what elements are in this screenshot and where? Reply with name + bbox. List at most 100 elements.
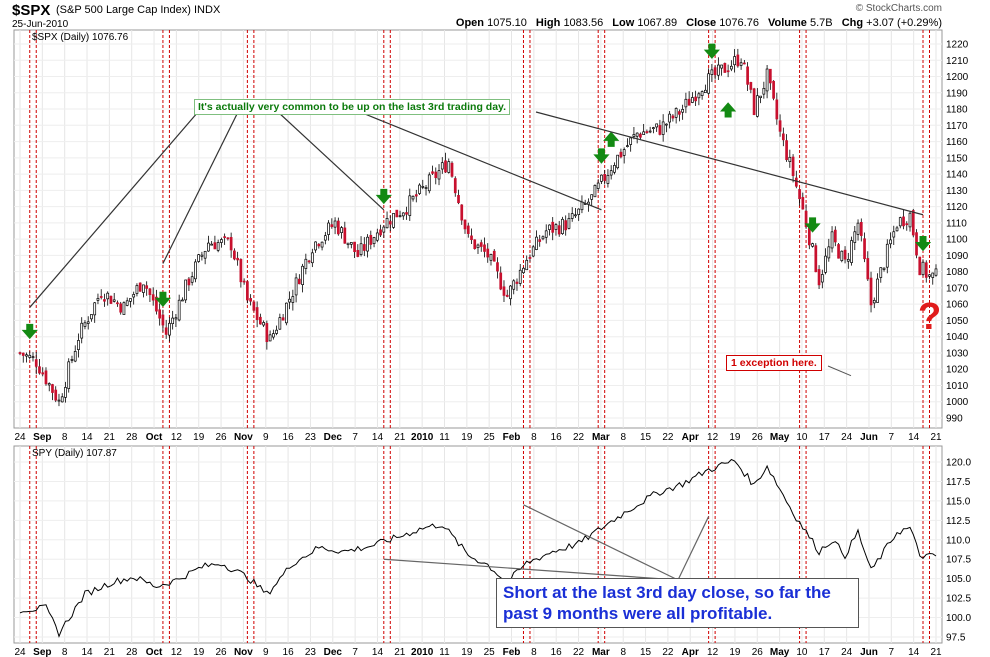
candle-body — [522, 267, 525, 274]
candle-body — [145, 285, 149, 289]
candle-body — [759, 95, 762, 98]
candle-body — [34, 359, 38, 367]
x-tick-label: 28 — [126, 647, 138, 657]
candle-body — [395, 209, 399, 218]
candle-body — [330, 224, 334, 228]
symbol-name: (S&P 500 Large Cap Index) INDX — [56, 4, 221, 16]
green-down-arrow — [914, 236, 932, 252]
candle-body — [285, 302, 288, 324]
candle-body — [665, 123, 668, 126]
candle-body — [840, 250, 844, 261]
x-tick-label: Dec — [324, 647, 343, 657]
x-tick-label: Feb — [503, 432, 521, 443]
candle-body — [674, 108, 678, 118]
y-tick-label: 1020 — [946, 365, 969, 376]
y-tick-label: 1210 — [946, 56, 969, 67]
high-label: High — [535, 17, 561, 29]
x-tick-label: 25 — [484, 432, 496, 443]
x-tick-label: Nov — [234, 647, 253, 657]
candle-body — [132, 294, 136, 298]
candle-body — [460, 204, 464, 221]
candle-body — [768, 68, 772, 84]
close-value: 1076.76 — [719, 17, 759, 29]
x-tick-label: 9 — [263, 647, 269, 657]
candle-body — [590, 194, 594, 200]
candle-body — [554, 224, 558, 230]
candle-body — [794, 177, 798, 187]
x-tick-label: 19 — [193, 432, 205, 443]
green-up-arrow — [603, 131, 620, 147]
candle-body — [853, 231, 857, 243]
candle-body — [548, 224, 551, 230]
x-tick-label: Jun — [860, 432, 878, 443]
candle-body — [129, 298, 132, 302]
spy-legend: SPY (Daily) 107.87 — [32, 448, 117, 459]
candle-body — [895, 227, 899, 232]
x-tick-label: Apr — [682, 432, 699, 443]
candle-body — [801, 197, 805, 210]
candle-body — [635, 132, 639, 137]
candle-body — [135, 285, 139, 294]
candle-body — [392, 213, 395, 228]
y-tick-label: 1080 — [946, 267, 969, 278]
y-tick-label: 1040 — [946, 332, 969, 343]
candle-body — [723, 63, 727, 73]
candle-body — [892, 231, 896, 238]
x-tick-label: 12 — [707, 647, 719, 657]
candle-body — [515, 281, 519, 284]
candle-body — [421, 186, 425, 188]
candle-body — [54, 389, 58, 401]
candle-body — [499, 272, 503, 290]
spy-line — [19, 458, 937, 638]
x-tick-label: 22 — [573, 647, 585, 657]
candle-body — [486, 248, 490, 258]
candle-body — [281, 317, 285, 321]
candle-body — [791, 156, 795, 177]
x-tick-label: 22 — [662, 432, 674, 443]
candle-body — [476, 244, 480, 248]
candle-body — [814, 245, 818, 273]
y-tick-label: 1180 — [946, 105, 968, 116]
y-tick-label: 1150 — [946, 153, 968, 164]
candle-body — [525, 259, 529, 271]
low-value: 1067.89 — [637, 17, 678, 29]
candle-body — [278, 317, 282, 330]
candle-body — [184, 279, 188, 301]
x-tick-label: 11 — [439, 432, 450, 443]
candle-body — [694, 96, 697, 102]
candle-body — [220, 239, 223, 243]
candle-body — [807, 227, 811, 246]
x-tick-label: 7 — [889, 432, 895, 443]
green-down-arrow — [154, 291, 172, 308]
candle-body — [77, 340, 80, 350]
green-down-arrow — [375, 188, 392, 205]
candle-body — [717, 64, 720, 76]
candle-body — [629, 137, 633, 145]
candle-body — [200, 254, 204, 257]
y-tick-label: 1120 — [946, 202, 968, 213]
candle-body — [158, 309, 162, 319]
candle-body — [125, 300, 129, 306]
candle-body — [905, 223, 909, 226]
annotation-pointer — [359, 111, 602, 211]
candle-body — [496, 262, 499, 272]
candle-body — [405, 212, 408, 215]
candle-body — [375, 232, 379, 241]
y-tick-label: 1010 — [946, 381, 969, 392]
candle-body — [457, 195, 460, 204]
candle-body — [775, 99, 779, 120]
x-tick-label: 17 — [819, 432, 831, 443]
candle-body — [401, 212, 405, 217]
x-tick-label: 16 — [283, 647, 295, 657]
x-tick-label: 21 — [930, 647, 942, 657]
candle-body — [752, 88, 756, 115]
candle-body — [51, 384, 54, 393]
annotation-common-up: It's actually very common to be up on th… — [194, 99, 511, 115]
candle-body — [710, 69, 714, 75]
candle-body — [408, 195, 412, 216]
candle-body — [668, 113, 671, 123]
open-value: 1075.10 — [487, 17, 527, 29]
candle-body — [444, 160, 447, 173]
annotation-short-profitable: Short at the last 3rd day close, so far … — [496, 578, 859, 628]
candle-body — [739, 62, 743, 66]
